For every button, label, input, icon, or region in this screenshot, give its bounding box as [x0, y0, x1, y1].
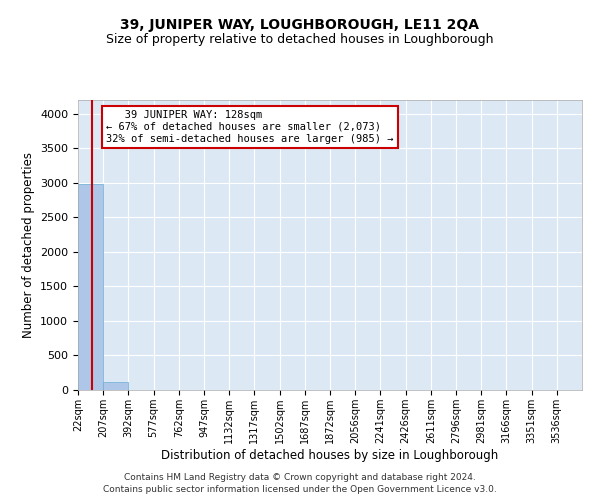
Text: Contains public sector information licensed under the Open Government Licence v3: Contains public sector information licen… [103, 485, 497, 494]
Text: Contains HM Land Registry data © Crown copyright and database right 2024.: Contains HM Land Registry data © Crown c… [124, 472, 476, 482]
Text: 39 JUNIPER WAY: 128sqm
← 67% of detached houses are smaller (2,073)
32% of semi-: 39 JUNIPER WAY: 128sqm ← 67% of detached… [106, 110, 394, 144]
Bar [103, 382, 128, 390]
X-axis label: Distribution of detached houses by size in Loughborough: Distribution of detached houses by size … [161, 448, 499, 462]
Text: Size of property relative to detached houses in Loughborough: Size of property relative to detached ho… [106, 32, 494, 46]
Text: 39, JUNIPER WAY, LOUGHBOROUGH, LE11 2QA: 39, JUNIPER WAY, LOUGHBOROUGH, LE11 2QA [121, 18, 479, 32]
Y-axis label: Number of detached properties: Number of detached properties [22, 152, 35, 338]
Bar [78, 184, 103, 390]
